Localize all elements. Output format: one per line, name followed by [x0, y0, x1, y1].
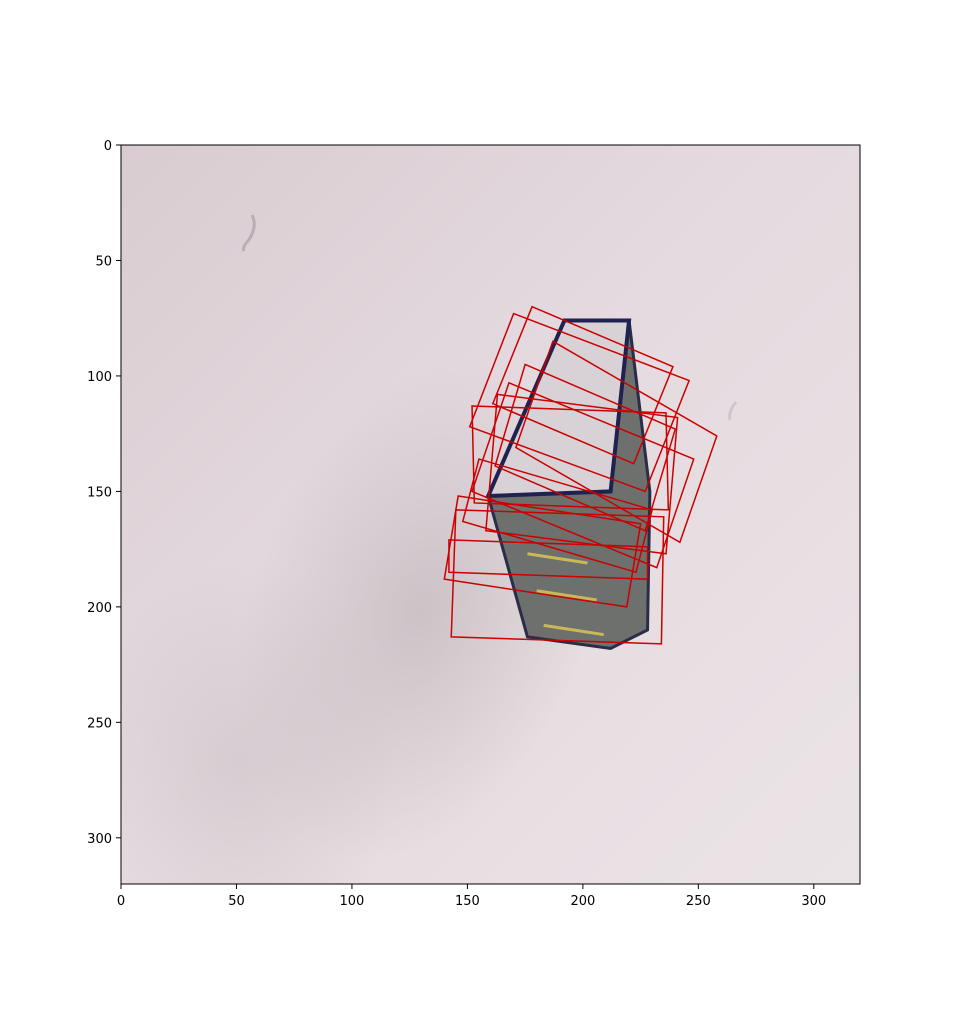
x-tick-label-250: 250 [686, 894, 711, 909]
book-stripe-0 [527, 552, 588, 565]
x-tick-label-150: 150 [455, 894, 480, 909]
left-shadow [121, 560, 400, 884]
x-tick-label-50: 50 [228, 894, 245, 909]
y-axis: 0 50 100 150 200 250 300 [87, 139, 121, 847]
book-stripe-2 [543, 623, 604, 637]
image-plot-area [121, 145, 860, 884]
y-tick-label-150: 150 [87, 485, 112, 500]
grasp-rect-3 [471, 405, 670, 511]
x-tick-label-0: 0 [117, 894, 125, 909]
x-axis: 0 50 100 150 200 250 300 [117, 884, 826, 909]
plot-frame [120, 144, 861, 885]
x-tick-label-200: 200 [570, 894, 595, 909]
x-tick-label-100: 100 [340, 894, 365, 909]
x-tick-label-300: 300 [801, 894, 826, 909]
grasp-rectangles [443, 305, 718, 645]
y-tick-label-100: 100 [87, 370, 112, 385]
grasp-rect-7 [450, 509, 665, 645]
grasp-rect-10 [494, 363, 677, 532]
grasp-rect-4 [471, 381, 695, 569]
grasp-rect-1 [491, 305, 674, 465]
y-tick-label-250: 250 [87, 716, 112, 731]
book-stripe-1 [536, 589, 597, 602]
surface-mark-2 [728, 401, 738, 421]
grasp-rect-9 [485, 393, 679, 555]
grasp-rect-6 [448, 539, 649, 580]
y-tick-label-50: 50 [95, 254, 112, 269]
surface-mark [242, 214, 256, 252]
grasp-rect-0 [468, 312, 691, 493]
y-tick-label-0: 0 [104, 139, 112, 154]
y-tick-label-300: 300 [87, 832, 112, 847]
grasp-rect-2 [514, 340, 718, 544]
y-tick-label-200: 200 [87, 601, 112, 616]
grasp-rect-8 [461, 458, 654, 574]
